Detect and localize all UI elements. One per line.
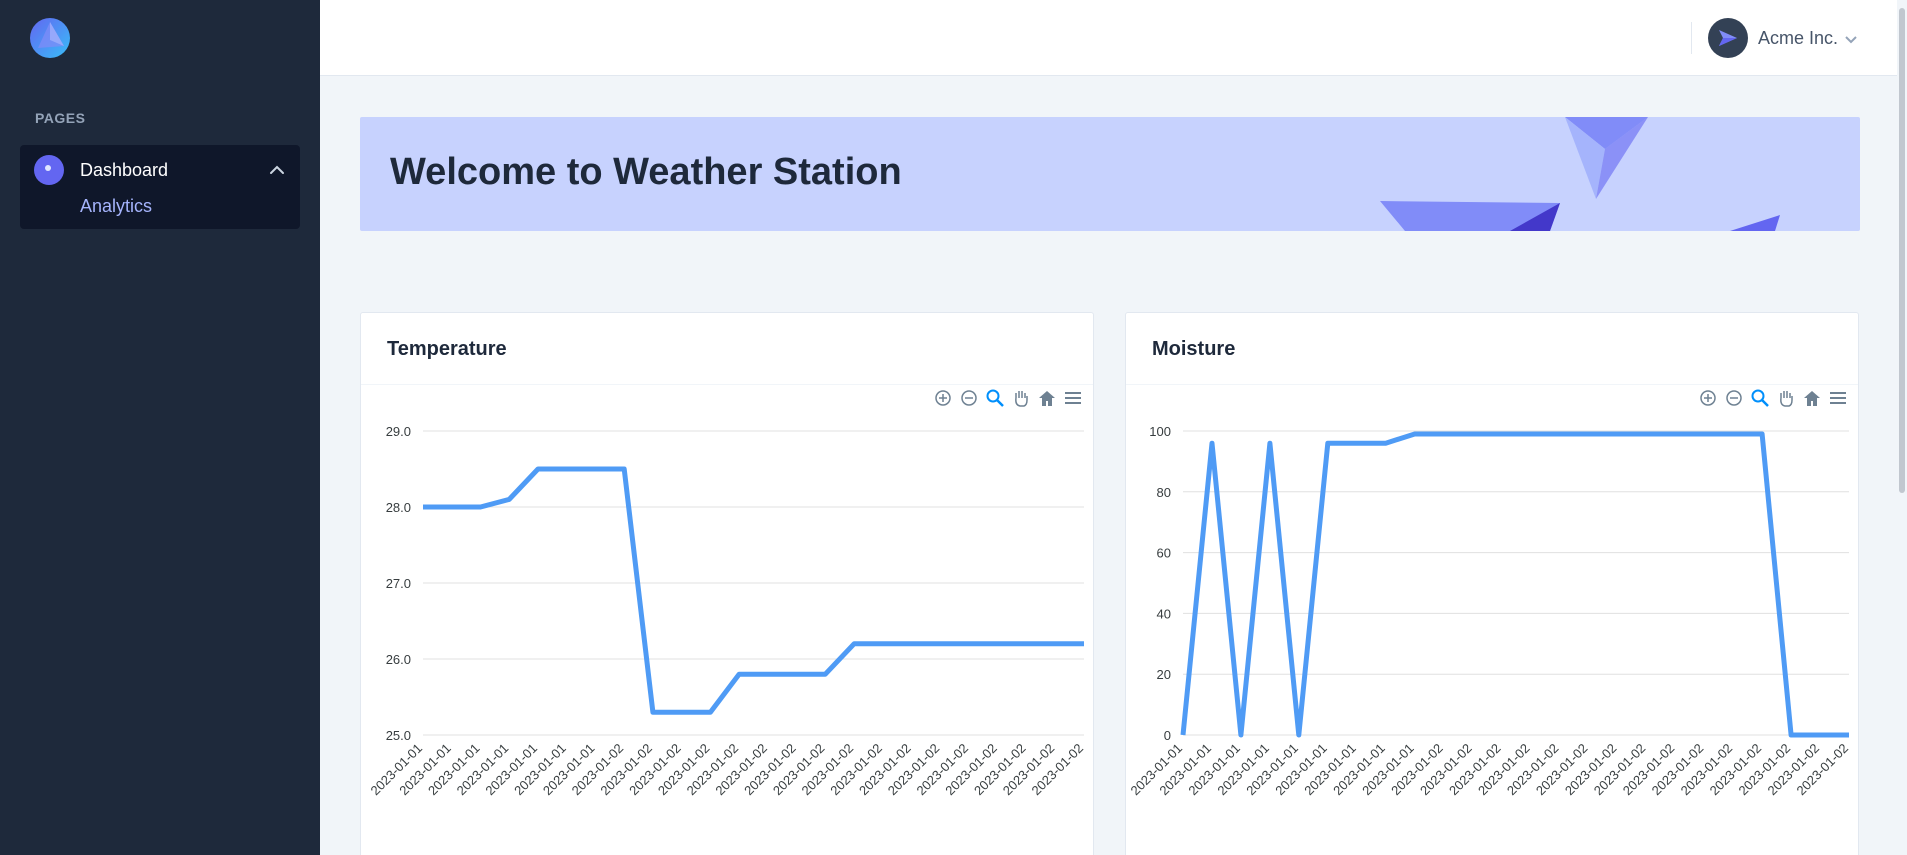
y-tick-label: 26.0	[386, 652, 411, 667]
top-header: Acme Inc.	[320, 0, 1907, 76]
chart-toolbar	[1698, 388, 1848, 408]
card-header: Moisture	[1126, 313, 1858, 385]
sidebar-item-analytics[interactable]: Analytics	[80, 196, 153, 216]
selection-zoom-icon[interactable]	[985, 388, 1005, 408]
sidebar: PAGES Dashboard Analytics	[0, 0, 320, 855]
sidebar-item-dashboard[interactable]: Dashboard	[80, 160, 169, 180]
y-tick-label: 28.0	[386, 500, 411, 515]
menu-icon[interactable]	[1828, 388, 1848, 408]
app-logo-icon[interactable]	[30, 18, 70, 58]
y-tick-label: 60	[1157, 546, 1171, 561]
chart-toolbar	[933, 388, 1083, 408]
page-scrollbar[interactable]	[1897, 0, 1907, 855]
selection-zoom-icon[interactable]	[1750, 388, 1770, 408]
series-line	[1180, 431, 1849, 738]
chevron-down-icon	[1845, 36, 1857, 44]
banner-title: Welcome to Weather Station	[390, 151, 902, 193]
y-tick-label: 80	[1157, 485, 1171, 500]
banner-decoration	[1380, 117, 1780, 231]
pan-hand-icon[interactable]	[1776, 388, 1796, 408]
avatar	[1708, 18, 1748, 58]
home-icon[interactable]	[1037, 388, 1057, 408]
card-title: Temperature	[387, 338, 507, 360]
series-line	[423, 466, 1084, 715]
pan-hand-icon[interactable]	[1011, 388, 1031, 408]
moisture-card: Moisture 100 80 60 40 20 0 2023-01-01 2023-01-0…	[1125, 312, 1859, 855]
scrollbar-thumb[interactable]	[1899, 8, 1905, 493]
card-header: Temperature	[361, 313, 1093, 385]
temperature-line-chart: 29.028.027.026.025.02023-01-012023-01-01…	[367, 424, 1086, 798]
y-tick-label: 29.0	[386, 424, 411, 439]
y-tick-label: 25.0	[386, 728, 411, 743]
home-icon[interactable]	[1802, 388, 1822, 408]
zoom-in-icon[interactable]	[1698, 388, 1718, 408]
sidebar-section-label: PAGES	[35, 110, 86, 126]
y-tick-label: 20	[1157, 667, 1171, 682]
send-icon	[1719, 30, 1737, 46]
y-tick-label: 0	[1164, 728, 1171, 743]
zoom-out-icon[interactable]	[959, 388, 979, 408]
temperature-card: Temperature 29.0 28.0 27.0 26.0 25.0 2023-01-…	[360, 312, 1094, 855]
y-tick-label: 40	[1157, 606, 1171, 621]
zoom-out-icon[interactable]	[1724, 388, 1744, 408]
y-tick-label: 100	[1149, 424, 1171, 439]
zoom-in-icon[interactable]	[933, 388, 953, 408]
account-menu-button[interactable]: Acme Inc.	[1708, 17, 1858, 59]
welcome-banner: Welcome to Weather Station	[360, 117, 1860, 231]
card-title: Moisture	[1152, 338, 1236, 360]
sidebar-group-dashboard: Dashboard Analytics	[20, 145, 300, 229]
account-name: Acme Inc.	[1758, 27, 1839, 48]
header-divider	[1691, 22, 1692, 54]
dashboard-icon	[34, 155, 64, 185]
moisture-line-chart: 1008060402002023-01-012023-01-012023-01-…	[1127, 424, 1851, 798]
y-tick-label: 27.0	[386, 576, 411, 591]
menu-icon[interactable]	[1063, 388, 1083, 408]
chevron-up-icon[interactable]	[266, 159, 288, 181]
